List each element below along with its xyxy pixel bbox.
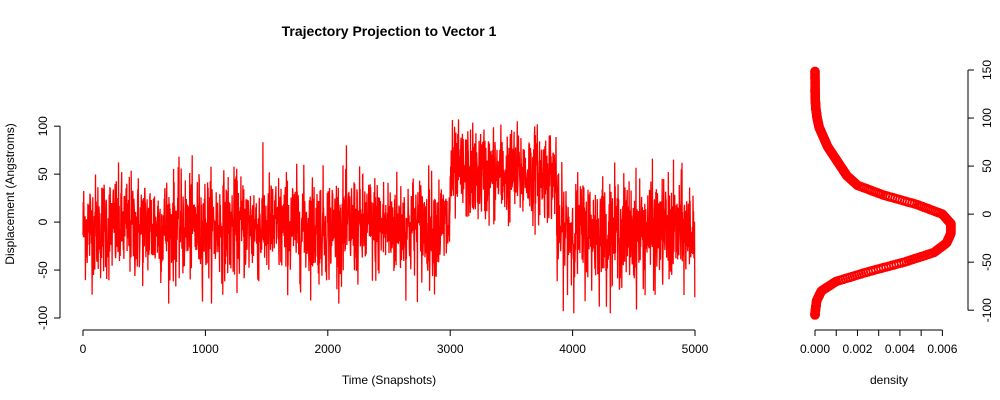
trajectory-line — [82, 119, 696, 314]
main-x-axis: 0 1000 2000 3000 4000 5000 — [80, 329, 709, 356]
main-x-tick-label: 1000 — [192, 342, 219, 356]
density-x-tick-label: 0.006 — [927, 342, 957, 356]
density-y-tick-label: 100 — [980, 108, 994, 128]
density-y-tick-label: 50 — [980, 159, 994, 173]
density-x-tick-label: 0.004 — [885, 342, 915, 356]
density-chart: 0.000 0.002 0.004 0.006 -100 -50 0 50 100 150 de… — [800, 60, 994, 387]
density-y-tick-label: -100 — [980, 298, 994, 322]
main-y-axis-title: Displacement (Angstroms) — [3, 123, 17, 264]
density-y-tick-label: 150 — [980, 60, 994, 80]
main-x-tick-label: 5000 — [682, 342, 709, 356]
main-chart-title: Trajectory Projection to Vector 1 — [282, 23, 497, 39]
main-y-axis: -100 -50 0 50 100 — [36, 116, 61, 330]
main-y-tick-label: 50 — [36, 167, 50, 181]
main-y-tick-label: 0 — [36, 218, 50, 225]
density-series — [810, 66, 956, 320]
main-y-tick-label: 100 — [36, 116, 50, 136]
main-chart: Trajectory Projection to Vector 1 0 1000 2… — [3, 23, 709, 387]
main-y-tick-label: -50 — [36, 261, 50, 279]
density-point — [810, 66, 820, 77]
density-y-tick-label: 0 — [980, 210, 994, 217]
density-x-axis: 0.000 0.002 0.004 0.006 — [800, 329, 958, 356]
main-x-tick-label: 2000 — [314, 342, 341, 356]
density-x-tick-label: 0.002 — [842, 342, 872, 356]
main-series — [82, 119, 696, 314]
main-x-tick-label: 0 — [80, 342, 87, 356]
main-x-tick-label: 4000 — [559, 342, 586, 356]
main-x-axis-title: Time (Snapshots) — [342, 373, 436, 387]
density-y-axis: -100 -50 0 50 100 150 — [967, 60, 994, 322]
density-y-tick-label: -50 — [980, 253, 994, 271]
main-x-tick-label: 3000 — [437, 342, 464, 356]
density-x-axis-title: density — [870, 373, 908, 387]
density-x-tick-label: 0.000 — [800, 342, 830, 356]
main-y-tick-label: -100 — [36, 306, 50, 330]
